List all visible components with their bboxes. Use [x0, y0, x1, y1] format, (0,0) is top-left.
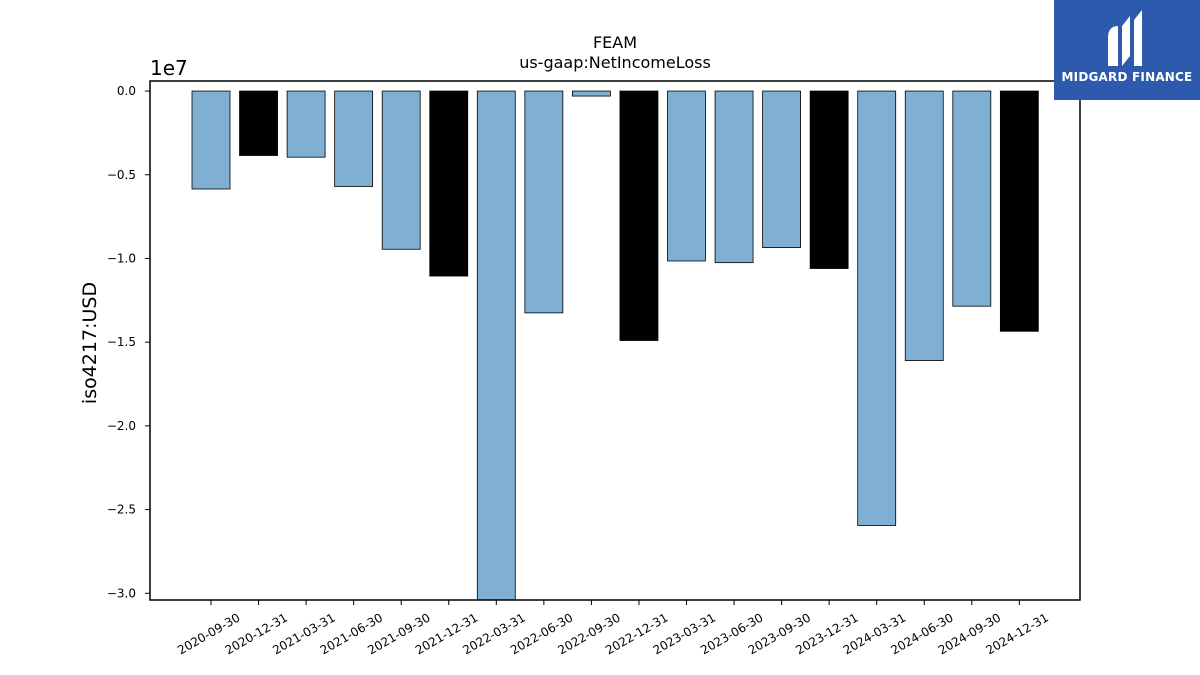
bar-2023-12-31: [809, 90, 849, 269]
bar-2022-03-31: [476, 90, 516, 601]
plot-frame: [149, 80, 1081, 601]
x-axis: 2020-09-302020-12-312021-03-312021-06-30…: [175, 600, 1051, 657]
bar-2021-06-30: [334, 90, 374, 187]
bar-2024-06-30: [904, 90, 944, 361]
logo-mark-icon: [1108, 10, 1142, 66]
y-tick-label: −2.0: [107, 419, 136, 433]
y-tick-label: −3.0: [107, 586, 136, 600]
bar-2022-09-30: [572, 90, 611, 97]
y-tick-label: −1.0: [107, 251, 136, 265]
y-axis-offset-label: 1e7: [150, 56, 188, 80]
y-tick-label: −0.5: [107, 168, 136, 182]
bar-2023-06-30: [714, 90, 754, 264]
bar-2020-09-30: [191, 90, 231, 190]
bar-2024-03-31: [857, 90, 897, 526]
bar-2024-12-31: [999, 90, 1039, 332]
bar-2021-03-31: [286, 90, 326, 158]
bar-2022-06-30: [524, 90, 564, 314]
bar-2023-03-31: [667, 90, 706, 262]
y-tick-label: 0.0: [117, 84, 136, 98]
chart-title: FEAM: [593, 33, 637, 52]
bar-2020-12-31: [239, 90, 278, 156]
bar-2021-12-31: [429, 90, 469, 277]
y-tick-label: −1.5: [107, 335, 136, 349]
y-axis: 0.0 −0.5 −1.0 −1.5 −2.0 −2.5 −3.0: [107, 84, 150, 600]
bar-2023-09-30: [762, 90, 801, 248]
brand-logo: MIDGARD FINANCE: [1054, 0, 1200, 100]
logo-text: MIDGARD FINANCE: [1061, 70, 1193, 84]
bar-2022-12-31: [619, 90, 659, 341]
y-tick-label: −2.5: [107, 503, 136, 517]
bar-2021-09-30: [381, 90, 421, 250]
y-axis-label: iso4217:USD: [79, 282, 101, 404]
bar-2024-09-30: [952, 90, 992, 307]
chart-subtitle: us-gaap:NetIncomeLoss: [519, 53, 711, 72]
bars-group: [191, 90, 1039, 601]
